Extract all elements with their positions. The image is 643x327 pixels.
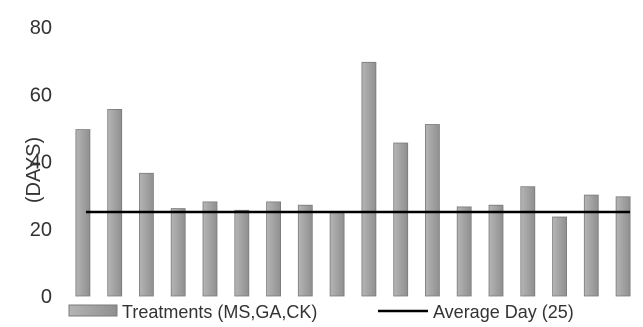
y-tick-label: 80	[30, 17, 52, 39]
bar	[520, 186, 536, 297]
y-tick-label: 40	[30, 152, 52, 174]
bar	[202, 201, 218, 297]
bar	[138, 172, 154, 297]
bar	[266, 201, 282, 297]
bar	[552, 216, 567, 297]
bar	[234, 209, 250, 297]
bar-series	[75, 61, 631, 297]
y-tick-label: 60	[30, 84, 52, 106]
y-axis-ticks: 0 20 40 60 80	[30, 17, 52, 308]
bar	[456, 206, 472, 297]
bar	[393, 142, 409, 297]
bar	[361, 61, 377, 297]
legend-swatch-bars	[68, 304, 118, 317]
bar	[488, 204, 504, 297]
bar	[297, 204, 313, 297]
bar	[107, 109, 123, 297]
bar	[583, 194, 599, 297]
legend: Treatments (MS,GA,CK) Average Day (25)	[68, 302, 574, 322]
bar	[329, 211, 345, 297]
y-tick-label: 20	[30, 219, 52, 241]
y-axis-label: (DAYS)	[23, 137, 45, 203]
bar	[170, 208, 186, 297]
y-tick-label: 0	[41, 286, 52, 308]
legend-label-bars: Treatments (MS,GA,CK)	[122, 302, 317, 322]
bar	[615, 196, 631, 297]
bar	[424, 124, 440, 297]
legend-label-line: Average Day (25)	[433, 302, 574, 322]
